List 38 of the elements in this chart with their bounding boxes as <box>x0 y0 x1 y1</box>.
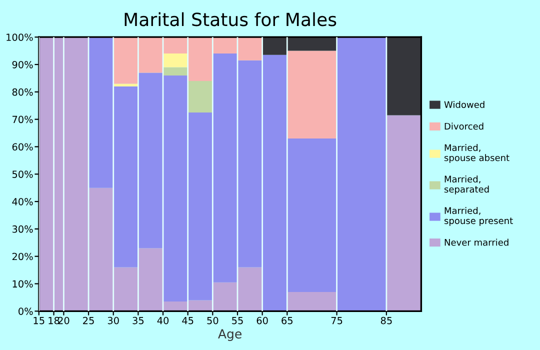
y-tick-label: 30% <box>12 225 33 233</box>
legend-label: Married, separated <box>444 176 489 194</box>
chart-title: Marital Status for Males <box>124 12 336 26</box>
y-tick-label: 0% <box>18 308 33 315</box>
x-tick-label: 25 <box>83 316 94 324</box>
legend-label: Married, spouse absent <box>444 144 510 163</box>
x-tick-label: 45 <box>182 317 194 324</box>
y-tick-label: 90% <box>12 60 33 68</box>
bar <box>113 84 138 86</box>
bar <box>163 54 188 68</box>
y-tick-label: 40% <box>12 198 33 206</box>
bar <box>163 67 188 76</box>
y-tick-label: 20% <box>12 252 33 260</box>
x-tick-label: 40 <box>157 316 169 324</box>
y-tick-label: 100% <box>6 34 33 41</box>
y-tick-label: 60% <box>12 143 33 151</box>
bar <box>188 80 213 112</box>
x-tick-label: 20 <box>58 316 70 324</box>
legend-label: Widowed <box>444 101 484 108</box>
bar <box>386 37 422 116</box>
x-tick-label: 85 <box>380 316 392 324</box>
y-tick-label: 50% <box>12 170 33 178</box>
x-tick-label: 15 <box>34 317 44 324</box>
x-axis-title: Age <box>218 329 242 341</box>
x-tick-label: 60 <box>256 316 268 324</box>
y-tick-label: 70% <box>12 116 33 124</box>
y-tick-label: 80% <box>12 88 33 96</box>
x-tick-label: 30 <box>108 316 119 324</box>
x-tick-label: 65 <box>282 316 292 324</box>
x-tick-label: 55 <box>232 317 243 324</box>
x-tick-label: 18 <box>48 316 60 324</box>
x-tick-label: 50 <box>207 316 218 324</box>
x-tick-label: 35 <box>132 316 144 324</box>
y-tick-label: 10% <box>12 280 33 288</box>
legend-label: Divorced <box>444 122 484 130</box>
legend-label: Never married <box>444 238 508 246</box>
legend-label: Married, spouse present <box>444 207 513 226</box>
x-tick-label: 75 <box>331 317 342 324</box>
